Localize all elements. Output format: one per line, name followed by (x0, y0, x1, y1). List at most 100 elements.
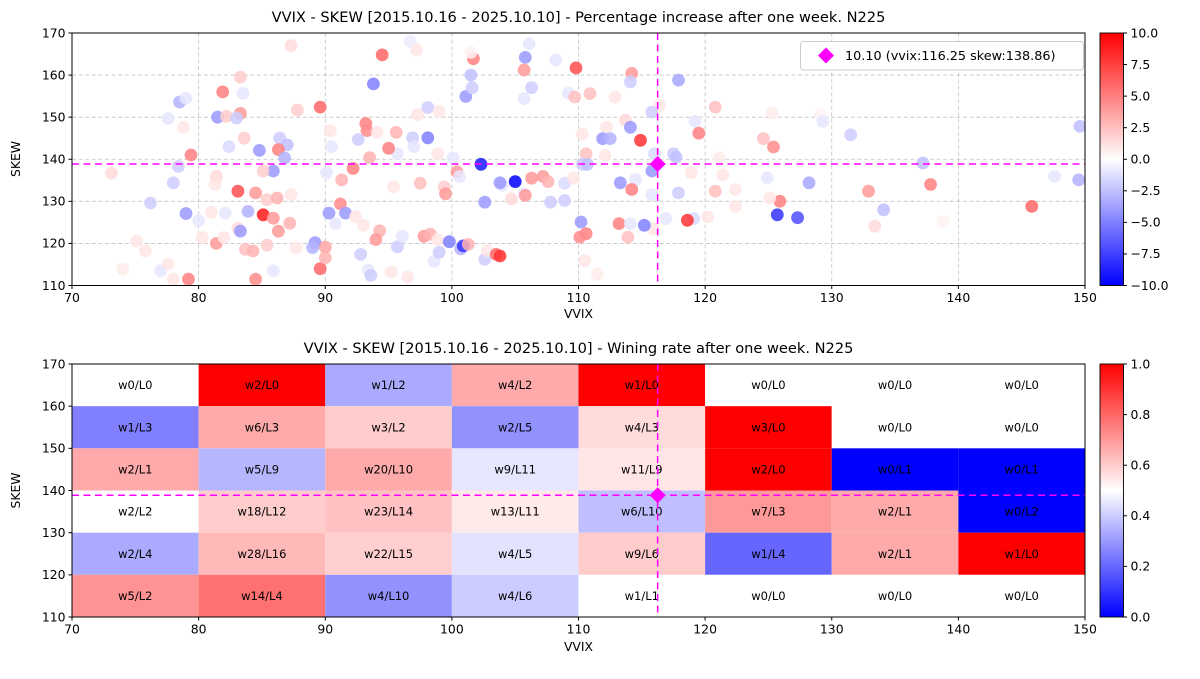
scatter-point (360, 124, 374, 137)
heatmap-cell-label: w1/L3 (118, 420, 152, 434)
scatter-plot: 70 80 90 100 110 120 130 140 150 110 120 130 140 150 1… (42, 25, 1097, 305)
heatmap-cell-label: w23/L14 (364, 505, 413, 519)
heatmap-cell (958, 532, 1085, 575)
scatter-point (1048, 170, 1061, 183)
scatter-point (363, 151, 376, 165)
scatter-point (325, 140, 338, 154)
heatmap-cell (705, 574, 832, 617)
scatter-point (439, 187, 452, 201)
scatter-point (329, 217, 342, 231)
colorbar-tick-label: 2.5 (1131, 120, 1151, 135)
scatter-point (493, 176, 507, 190)
scatter-point (236, 86, 250, 100)
scatter-point (816, 115, 830, 128)
x-tick-label: 70 (64, 622, 80, 637)
heatmap-cell-label: w5/L9 (245, 462, 279, 476)
scatter-point (862, 184, 875, 198)
scatter-point (924, 178, 937, 191)
heatmap-cell-label: w0/L1 (1005, 462, 1039, 476)
scatter-point (645, 105, 659, 119)
scatter-point (260, 193, 274, 207)
heatmap-cell-label: w4/L10 (368, 589, 410, 603)
scatter-point (575, 127, 589, 141)
scatter-point (384, 265, 398, 279)
heatmap-cell-label: w18/L12 (237, 505, 286, 519)
scatter-point (139, 244, 152, 258)
scatter-point (364, 269, 378, 282)
scatter-point (411, 108, 425, 121)
heatmap-cell-label: w1/L1 (625, 589, 659, 603)
scatter-point (284, 39, 298, 52)
scatter-point (266, 164, 280, 178)
scatter-point (612, 217, 626, 231)
scatter-point (442, 235, 456, 249)
x-tick-label: 150 (1073, 622, 1097, 637)
scatter-point (578, 254, 592, 268)
scatter-point (637, 218, 651, 232)
y-tick-label: 130 (42, 525, 66, 540)
heatmap-cell (705, 406, 832, 449)
y-tick-label: 120 (42, 567, 66, 582)
heatmap-cell (958, 490, 1085, 533)
scatter-point (701, 210, 715, 224)
scatter-point (130, 234, 144, 248)
heatmap-cell (705, 448, 832, 491)
scatter-point (569, 61, 583, 75)
scatter-point (222, 140, 236, 154)
y-tick-label: 110 (42, 609, 66, 624)
y-tick-label: 140 (42, 152, 66, 167)
x-tick-label: 100 (440, 290, 464, 305)
scatter-point (320, 166, 333, 180)
scatter-point (669, 150, 683, 164)
bottom-yaxis-label: SKEW (8, 472, 23, 508)
scatter-point (272, 224, 285, 238)
scatter-point (773, 194, 787, 208)
heatmap-cell (831, 574, 959, 617)
scatter-point (266, 211, 280, 225)
heatmap-cell (72, 532, 199, 575)
heatmap-cell-label: w0/L1 (878, 462, 912, 476)
scatter-point (608, 90, 622, 104)
scatter-point (659, 212, 673, 226)
heatmap-cell (831, 448, 959, 491)
y-tick-label: 160 (42, 67, 66, 82)
scatter-point (567, 171, 580, 185)
scatter-point (196, 231, 209, 244)
scatter-point (208, 178, 222, 191)
colorbar-tick-label: −10.0 (1131, 278, 1169, 293)
colorbar-tick-label: 0.4 (1131, 508, 1151, 523)
scatter-point (351, 133, 365, 146)
scatter-point (278, 151, 292, 165)
crosshair-diamond-marker (649, 487, 666, 504)
scatter-point (522, 37, 536, 51)
scatter-point (256, 208, 270, 222)
scatter-point (318, 240, 332, 254)
heatmap-cell-label: w2/L1 (118, 462, 152, 476)
scatter-point (231, 184, 245, 198)
scatter-point (421, 131, 435, 145)
scatter-point (260, 238, 274, 252)
heatmap-cell-label: w0/L0 (751, 589, 785, 603)
heatmap-plot: w0/L0 w2/L0 w1/L2 w4/L2 w1/L0 w0/L0 w0/L0 w0/L0… (42, 356, 1097, 636)
colorbar-tick-label: 0.6 (1131, 458, 1151, 473)
colorbar-tick-label: 5.0 (1131, 88, 1151, 103)
heatmap-cell (831, 406, 959, 449)
scatter-point (179, 207, 193, 220)
scatter-point (230, 111, 244, 125)
heatmap-cell-label: w1/L2 (371, 378, 405, 392)
x-tick-label: 80 (191, 622, 207, 637)
scatter-point (389, 125, 403, 139)
scatter-point (936, 215, 950, 228)
x-tick-label: 110 (567, 290, 591, 305)
legend: 10.10 (vvix:116.25 skew:138.86) (800, 41, 1084, 71)
scatter-point (692, 126, 706, 140)
heatmap-cell-label: w0/L0 (878, 589, 912, 603)
y-tick-label: 140 (42, 483, 66, 498)
heatmap-colorbar: 1.0 0.8 0.6 0.4 0.2 0.0 (1099, 356, 1151, 624)
colorbar-tick-label: −7.5 (1131, 246, 1161, 261)
heatmap-cell (958, 406, 1085, 449)
heatmap-cell (325, 574, 452, 617)
scatter-colorbar: 10.0 7.5 5.0 2.5 0.0 −2.5 −5.0 −7.5 −10.0 (1099, 25, 1169, 293)
heatmap-cell-label: w2/L1 (878, 547, 912, 561)
scatter-point (558, 194, 571, 207)
